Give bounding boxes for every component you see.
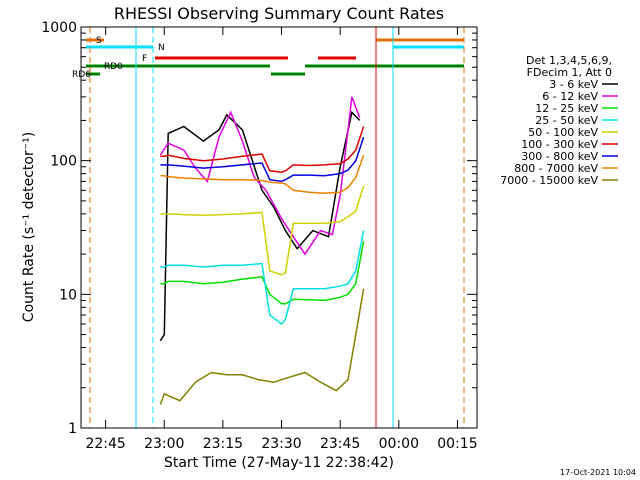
x-tick-label: 23:45: [320, 436, 360, 452]
legend-entry-300-800-kev: 300 - 800 keV: [521, 150, 598, 163]
y-tick-label: 10: [59, 287, 77, 303]
flag-label-s: S: [96, 36, 102, 46]
series-line-25-50-kev: [160, 230, 365, 326]
series-line-6-12-kev: [159, 96, 361, 256]
legend-entry-25-50-kev: 25 - 50 keV: [535, 114, 598, 127]
x-tick-label: 00:00: [379, 436, 419, 452]
series-line-3-6-kev: [159, 110, 361, 342]
legend-header: FDecim 1, Att 0: [527, 66, 612, 79]
series-line-800-7000-kev: [160, 154, 365, 195]
legend-entry-100-300-kev: 100 - 300 keV: [521, 138, 598, 151]
legend-entry-3-6-kev: 3 - 6 keV: [549, 78, 598, 91]
y-axis: 1 10 100 1000: [41, 20, 477, 437]
flag-label-f: F: [142, 54, 147, 64]
flag-label-rd6: RD6: [72, 70, 91, 80]
series-line-7000-15000-kev: [159, 288, 365, 405]
x-tick-label: 23:00: [144, 436, 184, 452]
y-tick-label: 100: [50, 154, 77, 170]
x-tick-label: 23:15: [203, 436, 243, 452]
x-tick-label: 23:30: [261, 436, 301, 452]
flag-label-n: N: [158, 43, 165, 53]
flag-bars: S N F RD0 RD6: [72, 27, 465, 428]
plot-frame: [80, 26, 478, 429]
y-tick-label: 1000: [41, 20, 77, 36]
legend-entry-7000-15000-kev: 7000 - 15000 keV: [500, 174, 598, 187]
series-line-300-800-kev: [160, 136, 365, 183]
legend-header: Det 1,3,4,5,6,9,: [526, 54, 612, 67]
series-line-12-25-kev: [160, 240, 365, 305]
legend-entry-50-100-kev: 50 - 100 keV: [528, 126, 598, 139]
x-tick-label: 22:45: [85, 436, 125, 452]
x-axis: 22:45 23:00 23:15 23:30 23:45 00:00 00:15: [85, 27, 478, 452]
series-group: [159, 96, 365, 405]
series-line-50-100-kev: [160, 185, 365, 276]
flag-label-rd0: RD0: [104, 62, 123, 72]
chart-title: RHESSI Observing Summary Count Rates: [114, 4, 444, 23]
legend-entry-12-25-kev: 12 - 25 keV: [535, 102, 598, 115]
legend-entry-800-7000-kev: 800 - 7000 keV: [514, 162, 598, 175]
timestamp-label: 17-Oct-2021 10:04: [560, 468, 636, 477]
x-tick-label: 00:15: [437, 436, 477, 452]
legend: Det 1,3,4,5,6,9,FDecim 1, Att 03 - 6 keV…: [500, 54, 618, 187]
y-axis-label: Count Rate (s⁻¹ detector⁻¹): [21, 132, 37, 322]
series-line-100-300-kev: [160, 126, 365, 173]
legend-entry-6-12-kev: 6 - 12 keV: [542, 90, 598, 103]
x-axis-label: Start Time (27-May-11 22:38:42): [164, 455, 394, 471]
y-tick-label: 1: [68, 421, 77, 437]
